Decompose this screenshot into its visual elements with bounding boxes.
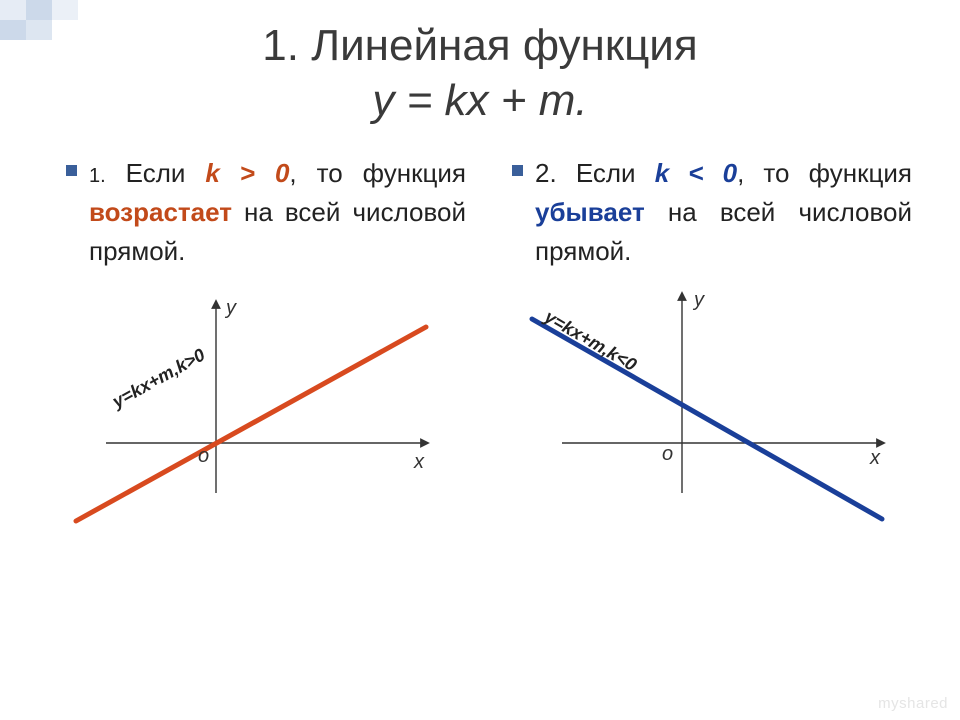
- item-number: 2.: [535, 158, 557, 188]
- function-line-positive: [76, 327, 426, 521]
- column-k-positive: 1. Если k > 0, то функция возрастает на …: [66, 154, 466, 533]
- bullet-icon: [66, 165, 77, 176]
- origin-label: o: [198, 445, 209, 468]
- title-line-2: y = kx + m.: [372, 76, 587, 125]
- x-axis-label: x: [870, 447, 880, 470]
- plot-increasing: y x o y=kx+m,k>0: [66, 283, 446, 533]
- k-condition-negative: k < 0: [655, 158, 737, 188]
- y-axis-label: y: [226, 297, 236, 320]
- watermark: myshared: [878, 695, 948, 712]
- y-axis-label: y: [694, 289, 704, 312]
- x-axis-label: x: [414, 451, 424, 474]
- column-k-negative: 2. Если k < 0, то функция убывает на все…: [512, 154, 912, 533]
- text-mid: , то функция: [289, 158, 466, 188]
- text-pre: Если: [557, 158, 655, 188]
- content-columns: 1. Если k > 0, то функция возрастает на …: [0, 128, 960, 533]
- k-condition-positive: k > 0: [205, 158, 289, 188]
- paragraph-2: 2. Если k < 0, то функция убывает на все…: [535, 154, 912, 271]
- slide-title: 1. Линейная функция y = kx + m.: [0, 0, 960, 128]
- bullet-item-1: 1. Если k > 0, то функция возрастает на …: [66, 154, 466, 271]
- bullet-icon: [512, 165, 523, 176]
- origin-label: o: [662, 443, 673, 466]
- item-number: 1.: [89, 165, 106, 187]
- corner-decoration: [0, 0, 140, 44]
- paragraph-1: 1. Если k > 0, то функция возрастает на …: [89, 154, 466, 271]
- bullet-item-2: 2. Если k < 0, то функция убывает на все…: [512, 154, 912, 271]
- word-decreasing: убывает: [535, 197, 645, 227]
- plot-decreasing: y x o y=kx+m,k<0: [512, 283, 892, 533]
- text-mid: , то функция: [737, 158, 912, 188]
- title-line-1: 1. Линейная функция: [262, 21, 697, 70]
- word-increasing: возрастает: [89, 197, 232, 227]
- text-pre: Если: [106, 158, 206, 188]
